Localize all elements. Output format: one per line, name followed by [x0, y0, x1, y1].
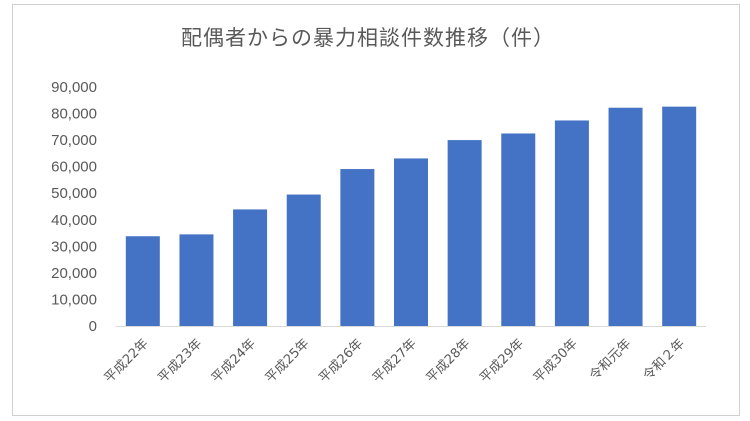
y-tick-label: 60,000	[51, 159, 97, 176]
y-tick-label: 30,000	[51, 238, 97, 255]
bars	[125, 106, 697, 327]
bar	[125, 236, 160, 326]
bar	[662, 106, 697, 326]
x-tick-label: 平成30年	[531, 336, 581, 386]
bar	[501, 133, 536, 326]
bar	[340, 169, 375, 326]
x-tick-label: 平成29年	[477, 336, 527, 386]
bar	[233, 209, 268, 326]
bar	[394, 158, 428, 326]
y-tick-label: 50,000	[51, 185, 97, 202]
y-tick-label: 10,000	[51, 291, 97, 308]
x-tick-label: 平成26年	[316, 336, 366, 386]
y-tick-label: 20,000	[51, 265, 97, 282]
chart-title: 配偶者からの暴力相談件数推移（件）	[181, 26, 555, 50]
y-tick-label: 70,000	[51, 132, 97, 149]
bar	[286, 194, 321, 326]
x-tick-label: 平成25年	[263, 336, 313, 386]
y-axis: 0 10,000 20,000 30,000 40,000 50,000 60,000 70,…	[51, 79, 97, 335]
bar	[608, 107, 643, 326]
x-tick-label: 平成23年	[155, 336, 205, 386]
y-tick-label: 80,000	[51, 106, 97, 123]
x-tick-label: 平成22年	[102, 336, 152, 386]
y-tick-label: 40,000	[51, 212, 97, 229]
x-tick-label: 令和２年	[641, 336, 688, 383]
y-tick-label: 0	[89, 318, 97, 335]
bar	[554, 120, 589, 327]
x-tick-label: 平成27年	[370, 336, 420, 386]
bar	[179, 234, 214, 326]
y-tick-label: 90,000	[51, 79, 97, 96]
x-tick-label: 令和元年	[587, 336, 634, 383]
x-axis: 平成22年 平成23年 平成24年 平成25年 平成26年 平成27年 平成28年 平成29年…	[102, 336, 688, 386]
x-tick-label: 平成28年	[424, 336, 474, 386]
bar	[447, 140, 482, 326]
x-tick-label: 平成24年	[209, 336, 259, 386]
